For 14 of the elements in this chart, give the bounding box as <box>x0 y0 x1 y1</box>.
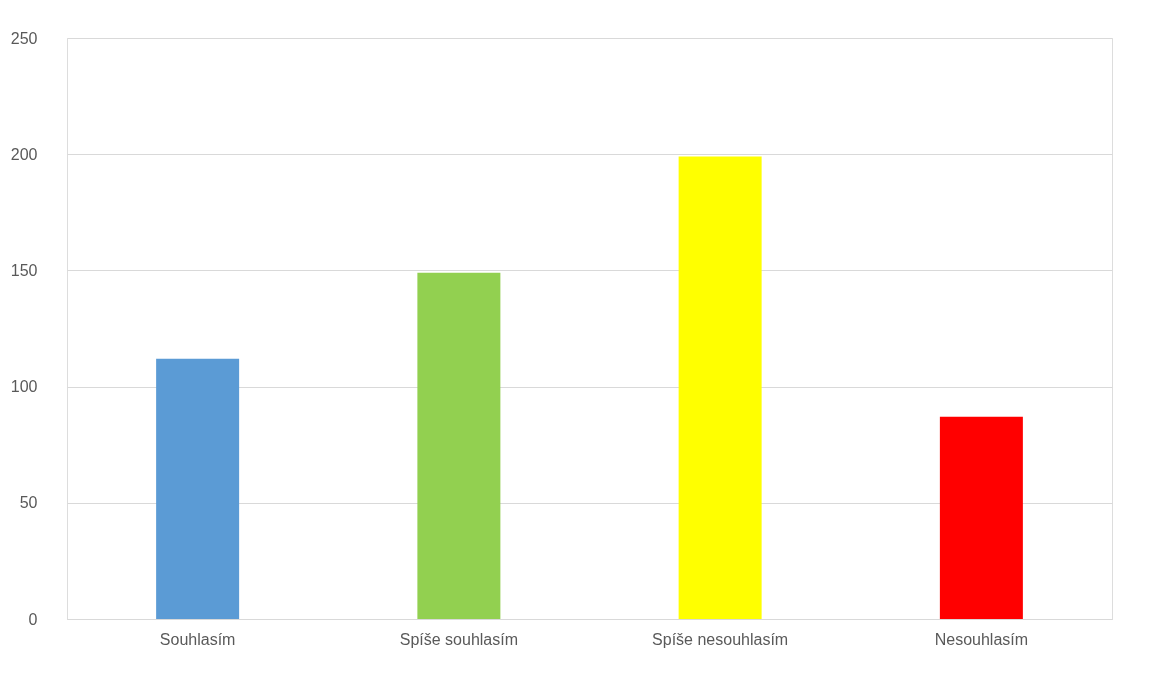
x-tick-label: Nesouhlasím <box>934 630 1029 648</box>
bar <box>417 272 501 619</box>
x-tick-label: Spíše nesouhlasím <box>652 630 789 648</box>
bar <box>156 358 240 619</box>
y-tick-label: 250 <box>10 29 38 47</box>
bar <box>939 416 1023 619</box>
x-tick-label: Spíše souhlasím <box>399 630 519 648</box>
bar <box>678 156 762 619</box>
y-tick-label: 200 <box>10 145 38 163</box>
y-tick-label: 150 <box>10 261 38 279</box>
y-tick-label: 0 <box>28 610 38 628</box>
y-tick-label: 50 <box>19 494 38 512</box>
x-tick-label: Souhlasím <box>159 630 236 648</box>
y-tick-label: 100 <box>10 378 38 396</box>
